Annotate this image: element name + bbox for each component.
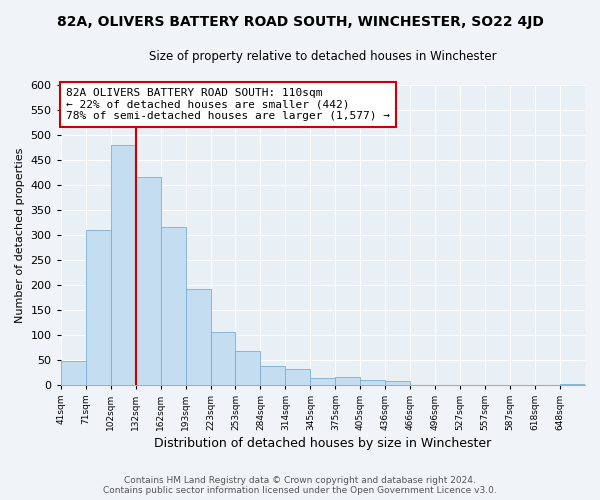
Text: Contains HM Land Registry data © Crown copyright and database right 2024.
Contai: Contains HM Land Registry data © Crown c… xyxy=(103,476,497,495)
Bar xyxy=(235,350,260,384)
X-axis label: Distribution of detached houses by size in Winchester: Distribution of detached houses by size … xyxy=(154,437,491,450)
Bar xyxy=(211,332,235,384)
Title: Size of property relative to detached houses in Winchester: Size of property relative to detached ho… xyxy=(149,50,497,63)
Bar xyxy=(385,381,410,384)
Bar xyxy=(136,178,161,384)
Bar xyxy=(86,230,110,384)
Bar xyxy=(361,380,385,384)
Bar xyxy=(110,145,136,384)
Bar xyxy=(185,289,211,384)
Y-axis label: Number of detached properties: Number of detached properties xyxy=(15,147,25,322)
Bar xyxy=(161,228,185,384)
Text: 82A OLIVERS BATTERY ROAD SOUTH: 110sqm
← 22% of detached houses are smaller (442: 82A OLIVERS BATTERY ROAD SOUTH: 110sqm ←… xyxy=(66,88,390,121)
Bar xyxy=(335,377,361,384)
Bar xyxy=(310,378,335,384)
Text: 82A, OLIVERS BATTERY ROAD SOUTH, WINCHESTER, SO22 4JD: 82A, OLIVERS BATTERY ROAD SOUTH, WINCHES… xyxy=(56,15,544,29)
Bar xyxy=(61,360,86,384)
Bar xyxy=(286,368,310,384)
Bar xyxy=(260,366,286,384)
